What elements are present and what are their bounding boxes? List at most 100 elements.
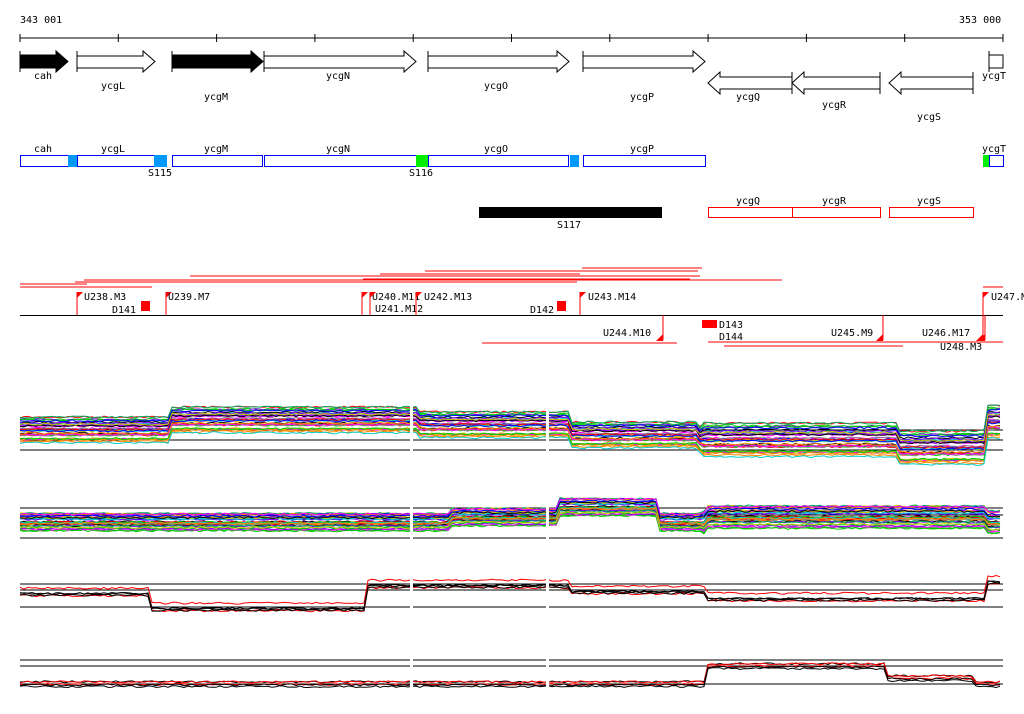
- gene-box-ycgT: [988, 54, 1004, 69]
- operon-label: ycgT: [982, 144, 1006, 155]
- expression-line: [20, 404, 1000, 433]
- expression-line: [19, 411, 1001, 441]
- operon-box: [583, 155, 706, 167]
- operon-box: [172, 155, 263, 167]
- operon-label: ycgP: [630, 144, 654, 155]
- operon-label: ycgM: [204, 144, 228, 155]
- expression-line: [19, 408, 1001, 438]
- feature-label: U240.M11: [372, 292, 420, 303]
- expression-line: [19, 510, 1001, 531]
- expression-line: [19, 497, 1001, 516]
- gene-arrow-ycgM: [171, 49, 264, 74]
- segment-box-label: ycgR: [822, 196, 847, 207]
- site-label: S116: [409, 168, 433, 179]
- gene-arrow-ycgQ: [707, 70, 793, 96]
- segment-box-label: ycgS: [917, 196, 941, 207]
- expression-plots: [19, 390, 1003, 714]
- feature-label: U244.M10: [603, 328, 651, 339]
- site-marker: [570, 155, 579, 167]
- feature-label: U245.M9: [831, 328, 873, 339]
- gap: [410, 482, 413, 552]
- site-label: S115: [148, 168, 172, 179]
- site-marker: [68, 155, 77, 167]
- gene-arrow-ycgO: [427, 49, 570, 74]
- feature-label: D141: [112, 305, 136, 316]
- gene-label: ycgT: [982, 71, 1006, 82]
- expression-line: [19, 509, 1001, 529]
- gene-label: ycgL: [101, 81, 125, 92]
- operon-label: ycgN: [326, 144, 350, 155]
- feature-label: D143: [719, 320, 743, 331]
- expression-line: [19, 662, 1001, 684]
- site-marker: [416, 155, 428, 167]
- ruler: 343 001 353 000: [19, 15, 1004, 42]
- feature-flag: [983, 292, 989, 298]
- feature-label: U238.M3: [84, 292, 126, 303]
- feature-flag: [978, 334, 985, 341]
- gap: [546, 482, 549, 552]
- expression-line: [19, 408, 1001, 437]
- feature-label: U241.M12: [375, 304, 423, 315]
- gene-arrow-ycgN: [263, 49, 417, 74]
- operon-box: [264, 155, 417, 167]
- gene-label: ycgO: [484, 81, 508, 92]
- expression-line: [19, 580, 1001, 610]
- feature-label: U247.M: [991, 292, 1024, 303]
- feature-flag: [876, 334, 883, 341]
- ruler-end: 353 000: [959, 15, 1001, 26]
- feature-flag: [166, 292, 172, 298]
- operon-label: ycgO: [484, 144, 508, 155]
- ruler-start: 343 001: [20, 15, 62, 26]
- expression-line: [19, 506, 1000, 525]
- expression-line: [20, 506, 1001, 525]
- operon-label: cah: [34, 144, 52, 155]
- feature-flag: [370, 292, 376, 298]
- operon-label: ycgL: [101, 144, 125, 155]
- gene-label: cah: [34, 71, 52, 82]
- feature-label: U242.M13: [424, 292, 472, 303]
- gene-arrow-ycgR: [791, 70, 881, 96]
- deletion-marker: [557, 301, 566, 311]
- gene-arrow-cah: [19, 49, 69, 74]
- segment-box: [792, 207, 881, 218]
- expression-line: [19, 431, 1001, 466]
- segment-box-label: ycgQ: [736, 196, 760, 207]
- segment-box: [708, 207, 793, 218]
- expression-line: [19, 667, 1001, 689]
- operon-box: [20, 155, 69, 167]
- gene-label: ycgR: [822, 100, 847, 111]
- feature-label: D142: [530, 305, 554, 316]
- expression-line: [19, 429, 1001, 465]
- feature-label: D144: [719, 332, 743, 343]
- gap: [546, 390, 549, 460]
- expression-line: [19, 499, 1000, 518]
- gene-arrow-ycgS: [888, 70, 974, 96]
- expression-line: [19, 419, 1001, 451]
- gene-label: ycgM: [204, 92, 228, 103]
- feature-label: U239.M7: [168, 292, 210, 303]
- expression-line: [20, 497, 1001, 517]
- feature-flag: [362, 292, 368, 298]
- feature-flag: [77, 292, 83, 298]
- expression-line: [19, 414, 1001, 445]
- gene-label: ycgN: [326, 71, 350, 82]
- feature-label: U246.M17: [922, 328, 970, 339]
- site-marker: [154, 155, 167, 167]
- operon-track: cah ycgL ycgM ycgN ycgO ycgP ycgT S115 S116: [20, 144, 1006, 179]
- segment-block: [479, 207, 662, 218]
- feature-flag: [656, 334, 663, 341]
- gap: [410, 644, 413, 714]
- gene-label: ycgQ: [736, 92, 760, 103]
- expression-line: [19, 422, 1001, 456]
- segment-label: S117: [557, 220, 581, 231]
- expression-line: [19, 507, 1001, 526]
- expression-line: [19, 582, 1001, 612]
- feature-flag: [580, 292, 586, 298]
- gene-track: cah ycgL ycgM ycgN ycgO ycgP ycgQ ycgR ycgS ycgT: [19, 49, 1006, 123]
- segment-track: S117 ycgQ ycgR ycgS: [479, 196, 974, 231]
- expression-line: [19, 427, 1001, 461]
- ruler-ticks: [19, 34, 1004, 42]
- gap: [546, 644, 549, 714]
